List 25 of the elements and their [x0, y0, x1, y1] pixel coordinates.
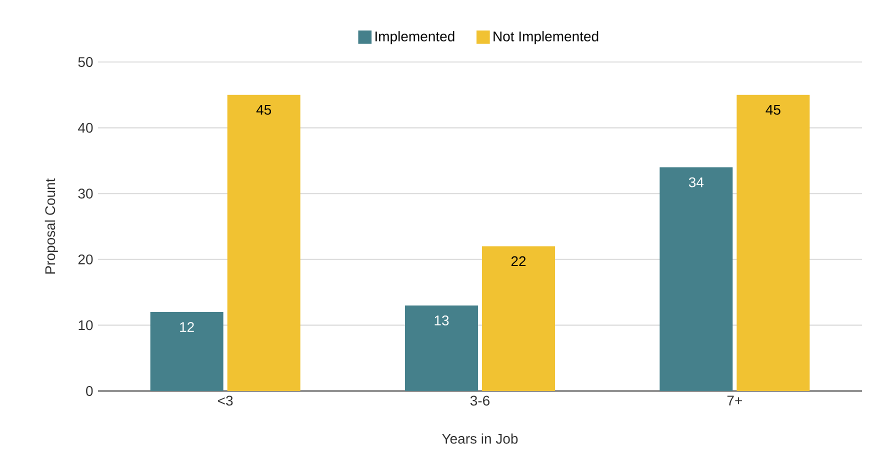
data-label: 45 — [766, 104, 780, 115]
y-tick-label: 40 — [78, 122, 93, 133]
bar — [660, 167, 733, 391]
x-tick-label: 7+ — [727, 396, 742, 406]
bar — [736, 94, 810, 391]
data-label: 12 — [180, 322, 194, 332]
data-label: 34 — [688, 177, 704, 188]
y-tick-label: 10 — [78, 320, 93, 330]
y-tick-label: 50 — [78, 57, 93, 67]
x-tick-label: 3-6 — [470, 396, 490, 406]
data-label: 45 — [256, 104, 272, 115]
legend-label: Not Implemented — [494, 31, 598, 44]
data-label: 13 — [434, 316, 449, 326]
x-tick-label: <3 — [218, 396, 233, 406]
legend-label: Implemented — [376, 31, 454, 44]
data-label: 22 — [511, 256, 526, 266]
y-tick-label: 0 — [86, 386, 93, 396]
y-tick-label: 20 — [78, 254, 93, 264]
bar — [404, 305, 478, 391]
x-axis-title: Years in Job — [442, 433, 518, 444]
bar — [150, 312, 224, 391]
bar — [227, 94, 300, 391]
y-tick-label: 30 — [78, 188, 93, 199]
y-axis-title: Proposal Count — [44, 178, 58, 274]
bar — [482, 246, 556, 391]
